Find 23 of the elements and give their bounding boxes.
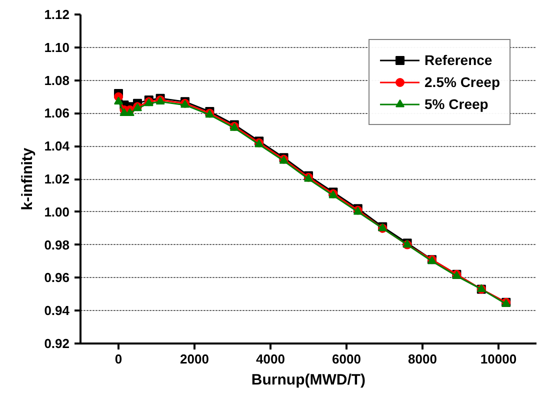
legend-label: 5% Creep	[424, 96, 488, 112]
x-tick-label: 4000	[256, 352, 285, 366]
y-tick-label: 1.08	[44, 72, 70, 88]
y-tick-label: 0.96	[44, 270, 70, 286]
x-axis-title: Burnup(MWD/T)	[251, 372, 366, 388]
point	[114, 96, 123, 104]
legend-label: 2.5% Creep	[424, 74, 500, 90]
legend-label: Reference	[424, 52, 492, 68]
x-tick-label: 10000	[480, 352, 517, 366]
x-tick-label: 2000	[180, 352, 209, 366]
y-tick-label: 1.00	[44, 204, 70, 220]
y-tick-label: 1.06	[44, 106, 70, 121]
y-tick-label: 1.10	[44, 40, 70, 55]
x-tick-label: 8000	[408, 352, 437, 366]
y-tick-label: 1.04	[44, 138, 70, 154]
y-tick-label: 1.02	[44, 172, 70, 186]
y-tick-label: 0.92	[44, 336, 70, 351]
y-tick-label: 1.12	[44, 7, 70, 22]
y-tick-label: 0.98	[44, 237, 70, 252]
x-tick-label: 0	[114, 352, 122, 366]
x-tick-label: 6000	[332, 352, 361, 366]
y-tick-label: 0.94	[44, 303, 70, 318]
y-axis-title: k-infinity	[19, 147, 36, 210]
